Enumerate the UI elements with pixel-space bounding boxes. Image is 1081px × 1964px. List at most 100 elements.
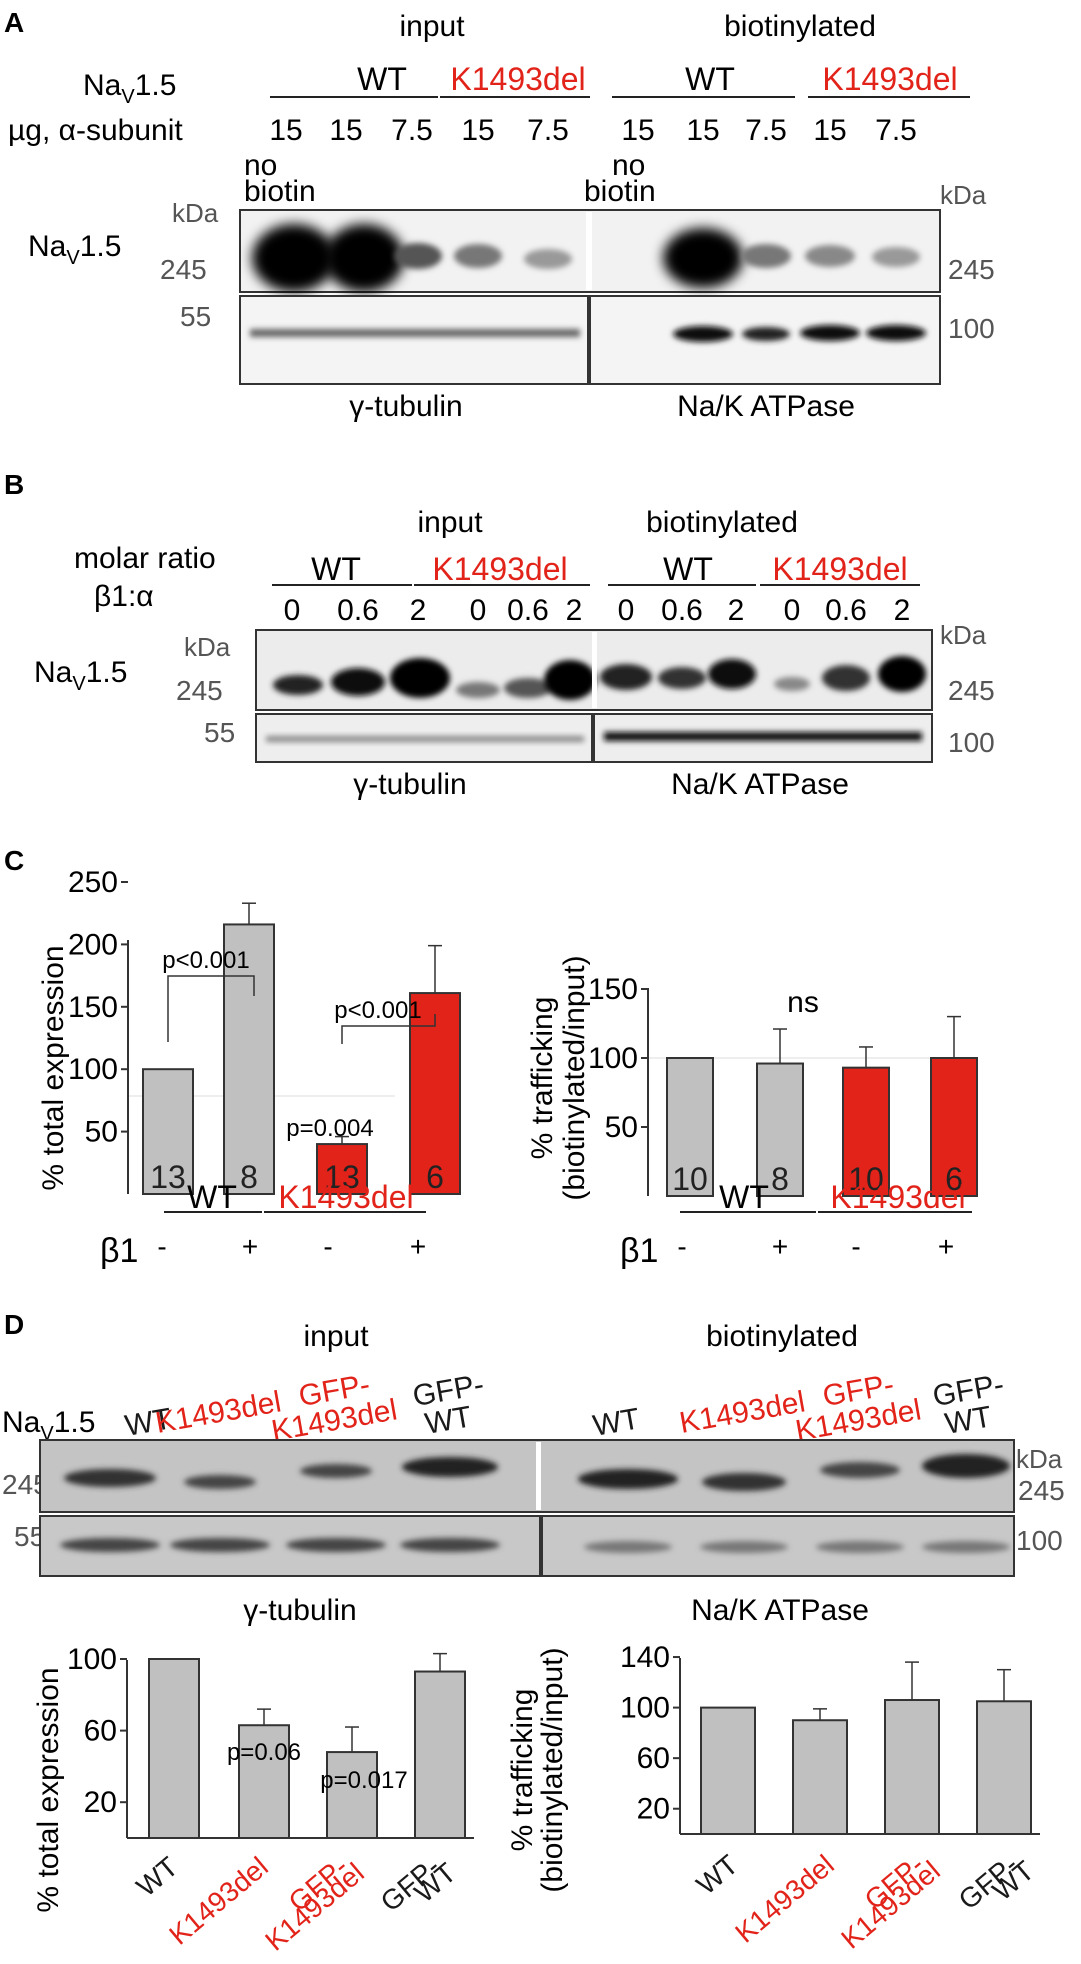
annotation-p-mut: p<0.001	[334, 997, 421, 1024]
y-tick-label: 140	[620, 1641, 670, 1674]
chart-d-left-ylabel: % total expression	[32, 1667, 65, 1912]
amount-label: 7.5	[527, 114, 569, 147]
chart-c-left-sign-3: +	[410, 1231, 426, 1262]
ratio-label: 0.6	[507, 594, 549, 627]
amount-label: 7.5	[875, 114, 917, 147]
bar	[930, 1057, 978, 1197]
panel-c: C % total expression 50 100 150 200 250 13 8 1…	[4, 845, 978, 1270]
amount-label: 15	[686, 114, 719, 147]
bar	[326, 1751, 378, 1839]
panel-b-loading-input-label: γ-tubulin	[353, 768, 466, 801]
x-tick-label: K1493del	[163, 1851, 274, 1951]
bar	[223, 923, 275, 1195]
y-tick-label: 20	[637, 1793, 670, 1826]
amount-label: 7.5	[391, 114, 433, 147]
chart-c-left: % total expression 50 100 150 200 250 13 8 13 6…	[37, 866, 461, 1270]
bar	[756, 1062, 804, 1198]
n-label: 13	[150, 1159, 186, 1195]
panel-a-nav-row-label: NaV1.5	[83, 69, 176, 108]
n-label: 10	[848, 1161, 884, 1197]
panel-d-letter: D	[4, 1309, 24, 1340]
panel-b-letter: B	[4, 469, 24, 500]
panel-d-mw-245-right: 245	[1018, 1475, 1065, 1506]
amount-label: 7.5	[745, 114, 787, 147]
lane-label: K1493del	[677, 1385, 808, 1440]
y-tick-label: 100	[67, 1643, 117, 1676]
panel-d-mw-100: 100	[1016, 1525, 1063, 1556]
x-tick-label: K1493del	[729, 1849, 840, 1949]
bar	[842, 1066, 890, 1198]
annotation-p-004: p=0.004	[286, 1115, 373, 1142]
ratio-label: 0	[784, 594, 801, 627]
y-tick-label: 100	[620, 1692, 670, 1725]
y-tick-label: 150	[588, 973, 638, 1006]
panel-a-loading-input-label: γ-tubulin	[349, 390, 462, 423]
panel-b-ratios: 0 0.6 2 0 0.6 2 0 0.6 2 0 0.6 2	[284, 594, 911, 627]
panel-a-bio-mutant: K1493del	[822, 61, 957, 97]
bar	[792, 1719, 848, 1835]
amount-label: 15	[329, 114, 362, 147]
annotation-ns: ns	[787, 986, 819, 1019]
y-tick-label: 60	[84, 1715, 117, 1748]
panel-a-blot-label: NaV1.5	[28, 230, 121, 269]
panel-b-ratio-label-2: β1:α	[94, 580, 154, 613]
panel-b-kda-right: kDa	[940, 620, 987, 650]
panel-b-mw-55: 55	[204, 717, 235, 748]
ratio-label: 0	[284, 594, 301, 627]
chart-c-right-sign-0: -	[677, 1231, 686, 1262]
panel-a-loading-blot	[239, 295, 941, 385]
ratio-label: 0.6	[661, 594, 703, 627]
chart-c-right-group-mutant: K1493del	[830, 1179, 965, 1215]
y-tick-label: 150	[68, 991, 118, 1024]
lane-label: WT	[123, 1402, 175, 1443]
y-tick-label: 60	[637, 1742, 670, 1775]
panel-a-input-wt: WT	[357, 61, 407, 97]
x-tick-label: WT	[691, 1849, 744, 1901]
chart-c-left-group-mutant: K1493del	[278, 1179, 413, 1215]
panel-a-mw-245-right: 245	[948, 254, 995, 285]
panel-a-input-mutant: K1493del	[450, 61, 585, 97]
bar	[666, 1057, 714, 1197]
bar	[142, 1068, 194, 1195]
panel-b-kda-left: kDa	[184, 632, 231, 662]
panel-b-biotinylated-header: biotinylated	[646, 506, 798, 539]
chart-c-left-significance	[167, 975, 436, 1044]
panel-b-input-header: input	[417, 506, 483, 539]
lane-label: WT	[423, 1400, 475, 1441]
ratio-label: 2	[728, 594, 745, 627]
panel-a-kda-left: kDa	[172, 198, 219, 228]
panel-a-amount-row-label: µg, α-subunit	[8, 114, 183, 147]
ratio-label: 2	[566, 594, 583, 627]
panel-b-nav-blot	[255, 629, 933, 711]
chart-d-right-ylabel-line1: % trafficking	[506, 1689, 539, 1852]
panel-a-loading-bio-label: Na/K ATPase	[677, 390, 855, 423]
panel-a-input-header: input	[399, 10, 465, 43]
chart-d-right-ylabel-line2: (biotinylated/input)	[536, 1647, 569, 1892]
chart-c-right-sign-1: +	[772, 1231, 788, 1262]
panel-a-biotinylated-header: biotinylated	[724, 10, 876, 43]
ratio-label: 0.6	[337, 594, 379, 627]
bar	[884, 1699, 940, 1835]
panel-a: A input biotinylated NaV1.5 µg, α-subuni…	[4, 7, 995, 423]
panel-d-input-header: input	[303, 1320, 369, 1353]
amount-label: 15	[813, 114, 846, 147]
annotation-p-006: p=0.06	[227, 1739, 301, 1766]
ratio-label: 0.6	[825, 594, 867, 627]
n-label: 8	[240, 1159, 258, 1195]
y-tick-label: 20	[84, 1786, 117, 1819]
panel-b-mw-100: 100	[948, 727, 995, 758]
panel-a-mw-245-left: 245	[160, 254, 207, 285]
chart-c-left-ylabel: % total expression	[37, 945, 70, 1190]
chart-c-right-ylabel-line2: (biotinylated/input)	[558, 955, 591, 1200]
chart-c-right-group-wt: WT	[719, 1179, 769, 1215]
chart-c-right: % trafficking (biotinylated/input) 50 100…	[526, 955, 978, 1270]
chart-c-right-sign-2: -	[851, 1231, 860, 1262]
chart-c-left-sign-2: -	[323, 1231, 332, 1262]
amount-label: 15	[461, 114, 494, 147]
bar	[316, 1143, 368, 1195]
n-label: 6	[426, 1159, 444, 1195]
lane-label: K1493del	[153, 1385, 284, 1440]
y-tick-label: 200	[68, 928, 118, 961]
panel-d-kda-right: kDa	[1016, 1444, 1063, 1474]
